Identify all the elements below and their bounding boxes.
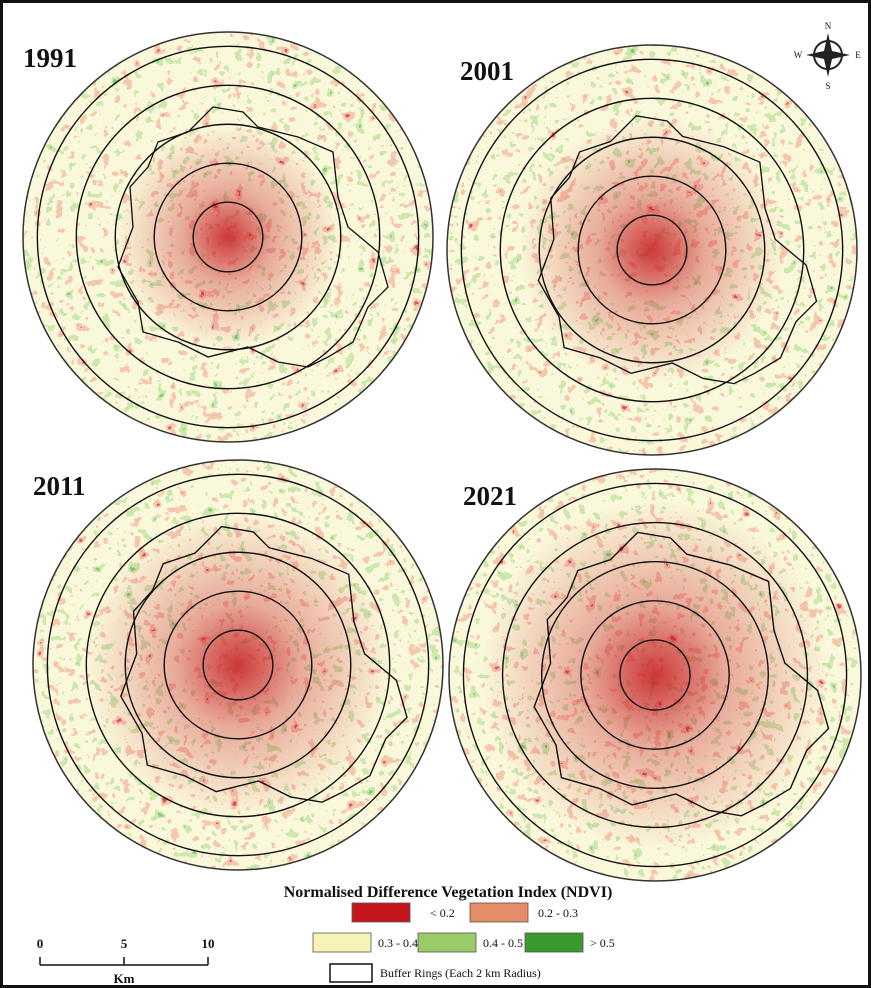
legend-label: > 0.5 <box>590 936 615 950</box>
legend-label: 0.4 - 0.5 <box>483 936 523 950</box>
map-year: 2001 <box>460 56 514 86</box>
urban-core <box>480 500 830 850</box>
compass-s: S <box>825 81 830 91</box>
compass-w: W <box>794 50 803 60</box>
scale-label: 5 <box>121 936 128 951</box>
ndvi-map: 2001 <box>365 0 871 537</box>
scale-unit: Km <box>114 971 135 986</box>
ring-swatch <box>330 964 372 982</box>
legend-label: 0.2 - 0.3 <box>538 906 578 920</box>
legend-swatch <box>470 903 528 922</box>
legend-label: 0.3 - 0.4 <box>378 936 418 950</box>
ndvi-map: 1991 <box>23 32 433 442</box>
page: {"maps":[{"label":"1991"},{"label":"2001… <box>0 0 871 988</box>
legend-label: < 0.2 <box>430 906 455 920</box>
map-year: 2011 <box>33 471 86 501</box>
ring-label: Buffer Rings (Each 2 km Radius) <box>380 966 541 980</box>
compass: N S E W <box>794 21 862 91</box>
map-year: 1991 <box>23 43 77 73</box>
legend-swatch <box>525 933 583 952</box>
scale-label: 0 <box>37 936 44 951</box>
map-raster <box>23 32 433 442</box>
legend-swatch <box>418 933 476 952</box>
urban-core <box>519 117 786 384</box>
scale-label: 10 <box>202 936 215 951</box>
map-year: 2021 <box>463 481 517 511</box>
legend-swatch <box>352 903 410 922</box>
compass-e: E <box>855 50 861 60</box>
legend-swatch <box>313 933 371 952</box>
legend-title: Normalised Difference Vegetation Index (… <box>284 884 613 901</box>
ndvi-map: 2021 <box>389 409 871 941</box>
map-raster <box>365 0 871 537</box>
ndvi-map: 2011 <box>0 411 492 918</box>
compass-n: N <box>825 21 832 31</box>
figure: 1991 2001 2011 2021 N S E W Normalised Diff… <box>0 0 871 988</box>
urban-core <box>115 124 341 350</box>
